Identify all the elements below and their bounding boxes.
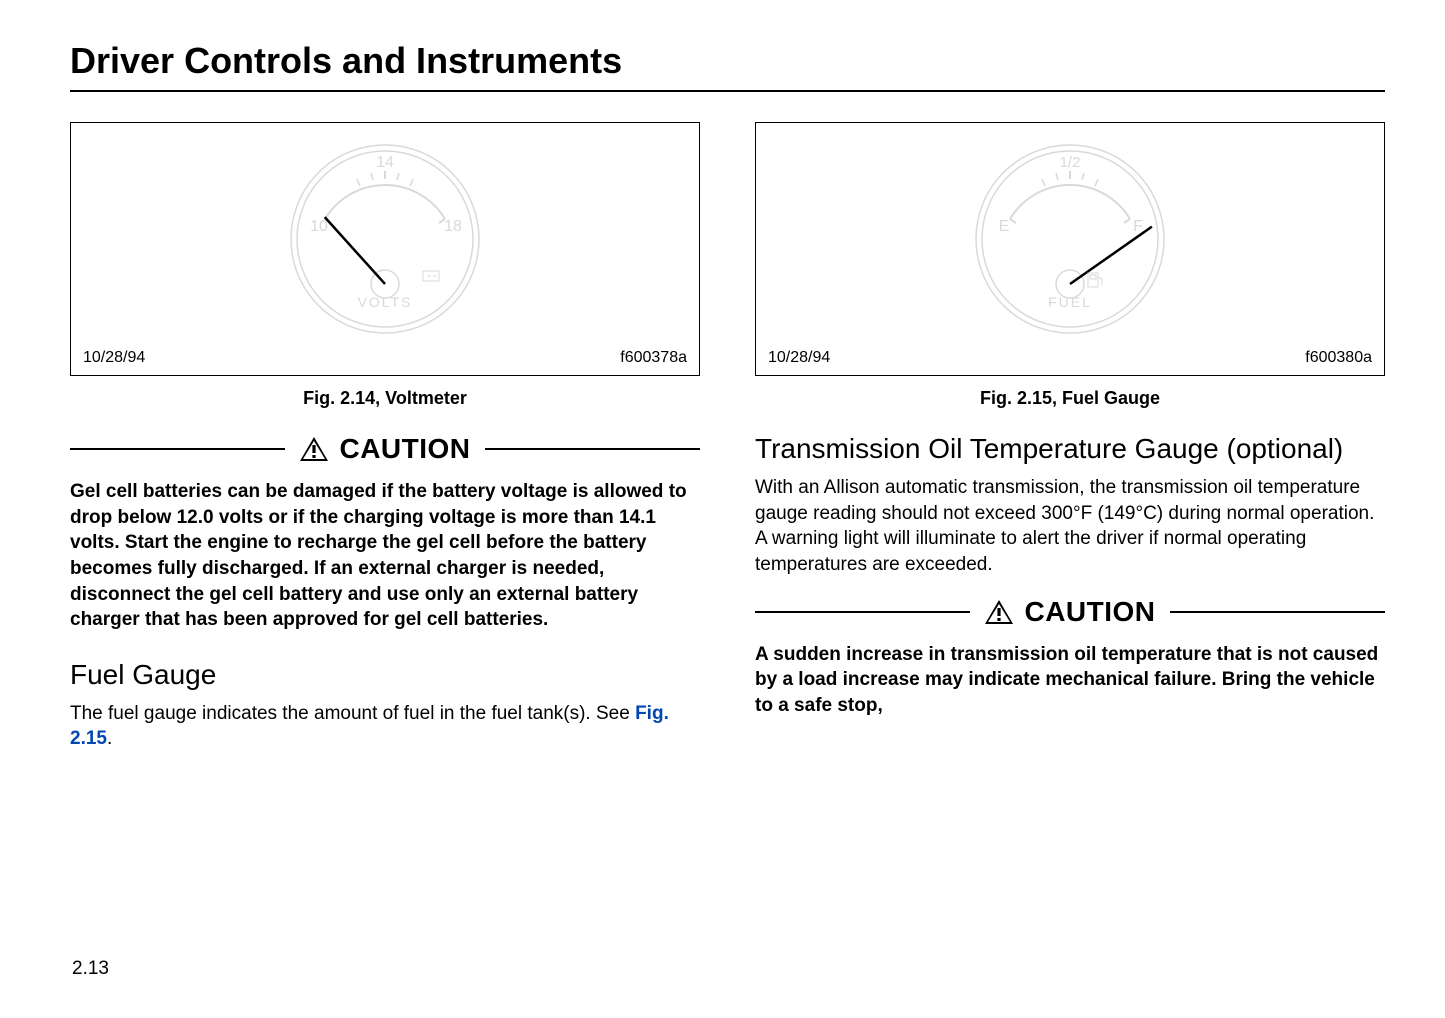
fuel-text-post: .	[107, 728, 112, 749]
voltmeter-code: f600378a	[620, 349, 687, 367]
caution-word-left: CAUTION	[339, 433, 470, 465]
content-columns: 10 14 18 VOLTS 10/28/94	[70, 122, 1385, 770]
fuel-top-label: 1/2	[1060, 154, 1081, 171]
voltmeter-needle	[325, 217, 385, 284]
warning-icon	[984, 599, 1014, 625]
voltmeter-right-label: 18	[444, 218, 462, 235]
trans-text: With an Allison automatic transmission, …	[755, 475, 1385, 578]
caution-text-left: Gel cell batteries can be damaged if the…	[70, 479, 700, 633]
voltmeter-figure-box: 10 14 18 VOLTS 10/28/94	[70, 122, 700, 376]
voltmeter-caption: Fig. 2.14, Voltmeter	[70, 388, 700, 409]
fuel-text-pre: The fuel gauge indicates the amount of f…	[70, 703, 635, 724]
trans-heading: Transmission Oil Temperature Gauge (opti…	[755, 433, 1385, 465]
fuel-code: f600380a	[1305, 349, 1372, 367]
voltmeter-top-label: 14	[376, 154, 394, 171]
voltmeter-gauge: 10 14 18 VOLTS	[83, 133, 687, 343]
voltmeter-left-label: 10	[310, 218, 328, 235]
fuel-figure-box: E 1/2 F FUEL 10/28/94	[755, 122, 1385, 376]
fuel-needle	[1070, 227, 1152, 284]
voltmeter-unit-label: VOLTS	[358, 294, 413, 310]
voltmeter-date: 10/28/94	[83, 349, 145, 367]
left-column: 10 14 18 VOLTS 10/28/94	[70, 122, 700, 770]
caution-word-right: CAUTION	[1024, 596, 1155, 628]
page-title: Driver Controls and Instruments	[70, 40, 1385, 92]
fuel-unit-label: FUEL	[1048, 294, 1092, 310]
right-column: E 1/2 F FUEL 10/28/94	[755, 122, 1385, 770]
caution-text-right: A sudden increase in transmission oil te…	[755, 642, 1385, 719]
caution-header-right: CAUTION	[755, 596, 1385, 628]
fuel-gauge-heading: Fuel Gauge	[70, 659, 700, 691]
fuel-left-label: E	[999, 218, 1010, 235]
fuel-gauge-text: The fuel gauge indicates the amount of f…	[70, 701, 700, 752]
fuel-date: 10/28/94	[768, 349, 830, 367]
fuel-caption: Fig. 2.15, Fuel Gauge	[755, 388, 1385, 409]
page-number: 2.13	[72, 958, 109, 980]
warning-icon	[299, 436, 329, 462]
fuel-gauge: E 1/2 F FUEL	[768, 133, 1372, 343]
caution-header-left: CAUTION	[70, 433, 700, 465]
